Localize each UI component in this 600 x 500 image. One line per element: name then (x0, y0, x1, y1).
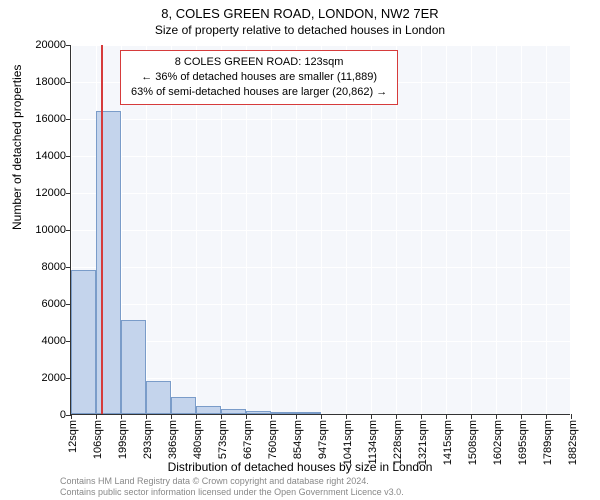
info-line-2: ← 36% of detached houses are smaller (11… (131, 70, 387, 85)
gridline-v (571, 45, 572, 414)
xtick-label: 573sqm (217, 414, 229, 459)
gridline-v (496, 45, 497, 414)
xtick-label: 386sqm (167, 414, 179, 459)
xtick-label: 1602sqm (492, 414, 504, 465)
info-line-1: 8 COLES GREEN ROAD: 123sqm (131, 55, 387, 70)
xtick-label: 1882sqm (567, 414, 579, 465)
gridline-v (446, 45, 447, 414)
histogram-bar (196, 406, 221, 414)
xtick-label: 854sqm (292, 414, 304, 459)
xtick-label: 480sqm (192, 414, 204, 459)
ytick-label: 0 (16, 409, 66, 421)
xtick-label: 1415sqm (442, 414, 454, 465)
xtick-label: 1695sqm (517, 414, 529, 465)
xtick-label: 1321sqm (417, 414, 429, 465)
xtick-label: 1228sqm (392, 414, 404, 465)
xtick-label: 12sqm (67, 414, 79, 453)
attribution-line-2: Contains public sector information licen… (60, 487, 404, 498)
ytick-label: 20000 (16, 39, 66, 51)
histogram-bar (121, 320, 146, 414)
page-subtitle: Size of property relative to detached ho… (0, 21, 600, 37)
attribution-line-1: Contains HM Land Registry data © Crown c… (60, 476, 404, 487)
y-axis-label: Number of detached properties (10, 65, 24, 230)
histogram-bar (71, 270, 96, 414)
ytick-label: 8000 (16, 261, 66, 273)
gridline-v (421, 45, 422, 414)
ytick-label: 6000 (16, 298, 66, 310)
property-marker-line (101, 45, 103, 414)
ytick-label: 12000 (16, 187, 66, 199)
page-title: 8, COLES GREEN ROAD, LONDON, NW2 7ER (0, 0, 600, 21)
histogram-bar (146, 381, 171, 414)
histogram-bar (246, 411, 271, 414)
histogram-bar (171, 397, 196, 414)
xtick-label: 760sqm (267, 414, 279, 459)
xtick-label: 199sqm (117, 414, 129, 459)
gridline-v (471, 45, 472, 414)
histogram-bar (271, 412, 296, 414)
xtick-label: 667sqm (242, 414, 254, 459)
info-box: 8 COLES GREEN ROAD: 123sqm ← 36% of deta… (120, 50, 398, 105)
gridline-v (521, 45, 522, 414)
ytick-label: 4000 (16, 335, 66, 347)
chart-container: 8, COLES GREEN ROAD, LONDON, NW2 7ER Siz… (0, 0, 600, 500)
ytick-label: 16000 (16, 113, 66, 125)
xtick-label: 1134sqm (367, 414, 379, 464)
ytick-label: 2000 (16, 372, 66, 384)
xtick-label: 947sqm (317, 414, 329, 459)
ytick-label: 18000 (16, 76, 66, 88)
xtick-label: 293sqm (142, 414, 154, 459)
xtick-label: 1789sqm (542, 414, 554, 465)
xtick-label: 1041sqm (342, 414, 354, 465)
info-line-3: 63% of semi-detached houses are larger (… (131, 85, 387, 100)
ytick-label: 14000 (16, 150, 66, 162)
ytick-label: 10000 (16, 224, 66, 236)
gridline-v (546, 45, 547, 414)
x-axis-label: Distribution of detached houses by size … (0, 460, 600, 474)
xtick-label: 1508sqm (467, 414, 479, 465)
attribution: Contains HM Land Registry data © Crown c… (60, 476, 404, 498)
histogram-bar (296, 412, 321, 414)
xtick-label: 106sqm (92, 414, 104, 459)
histogram-bar (221, 409, 246, 414)
